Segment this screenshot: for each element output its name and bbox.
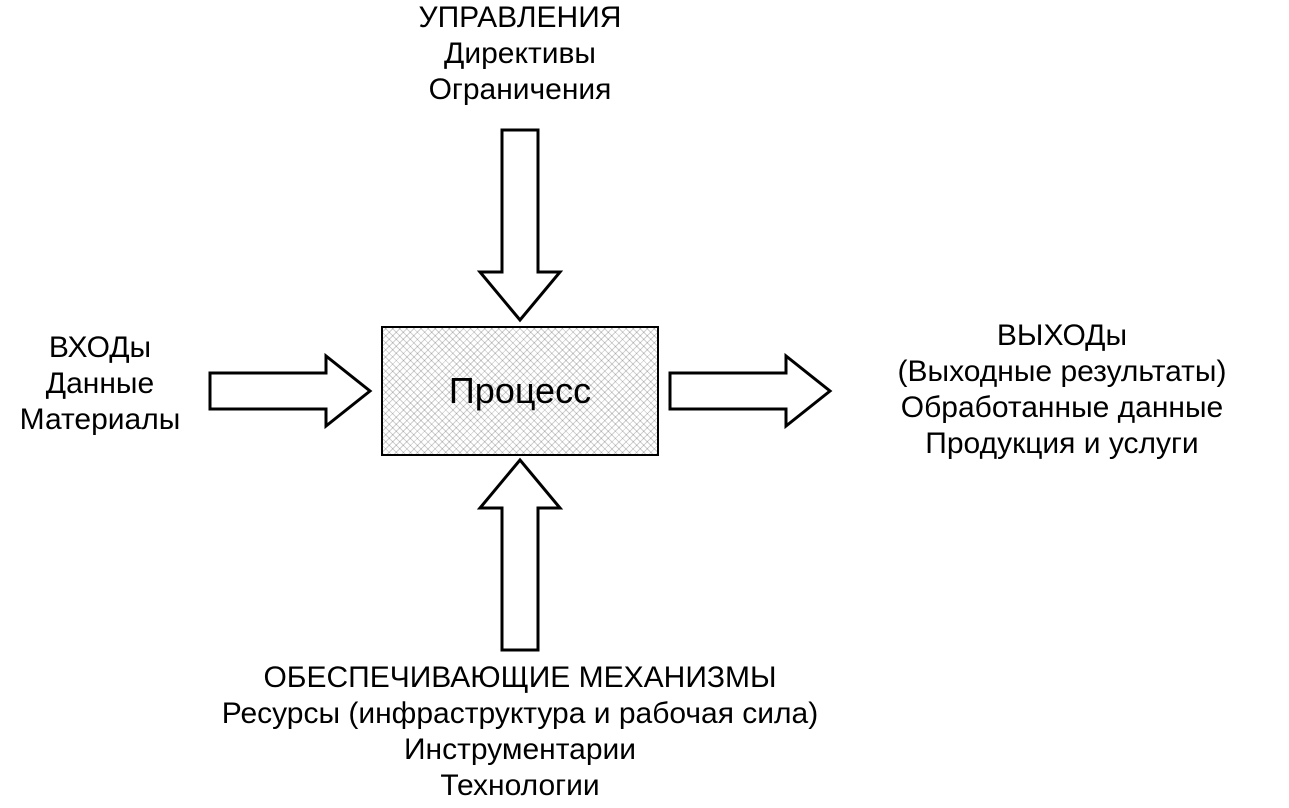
controls-title: УПРАВЛЕНИЯ xyxy=(0,0,1040,36)
outputs-label-block: ВЫХОДы (Выходные результаты) Обработанны… xyxy=(835,318,1289,462)
diagram-stage: УПРАВЛЕНИЯ Директивы Ограничения ВХОДы Д… xyxy=(0,0,1289,808)
outputs-line-2: Обработанные данные xyxy=(835,390,1289,426)
process-box: Процесс xyxy=(381,326,659,456)
arrow-top-down xyxy=(480,130,560,320)
mechanisms-line-2: Инструментарии xyxy=(0,732,1040,768)
outputs-title: ВЫХОДы xyxy=(835,318,1289,354)
controls-label-block: УПРАВЛЕНИЯ Директивы Ограничения xyxy=(0,0,1040,108)
mechanisms-line-3: Технологии xyxy=(0,768,1040,804)
arrow-left-right xyxy=(210,356,370,426)
arrow-right-right xyxy=(670,356,830,426)
mechanisms-title: ОБЕСПЕЧИВАЮЩИЕ МЕХАНИЗМЫ xyxy=(0,660,1040,696)
controls-line-1: Директивы xyxy=(0,36,1040,72)
mechanisms-line-1: Ресурсы (инфраструктура и рабочая сила) xyxy=(0,696,1040,732)
outputs-line-1: (Выходные результаты) xyxy=(835,354,1289,390)
inputs-label-block: ВХОДы Данные Материалы xyxy=(0,330,200,438)
inputs-title: ВХОДы xyxy=(0,330,200,366)
controls-line-2: Ограничения xyxy=(0,72,1040,108)
process-label: Процесс xyxy=(449,370,591,412)
inputs-line-1: Данные xyxy=(0,366,200,402)
inputs-line-2: Материалы xyxy=(0,402,200,438)
mechanisms-label-block: ОБЕСПЕЧИВАЮЩИЕ МЕХАНИЗМЫ Ресурсы (инфрас… xyxy=(0,660,1040,804)
arrow-bottom-up xyxy=(480,460,560,650)
outputs-line-3: Продукция и услуги xyxy=(835,426,1289,462)
